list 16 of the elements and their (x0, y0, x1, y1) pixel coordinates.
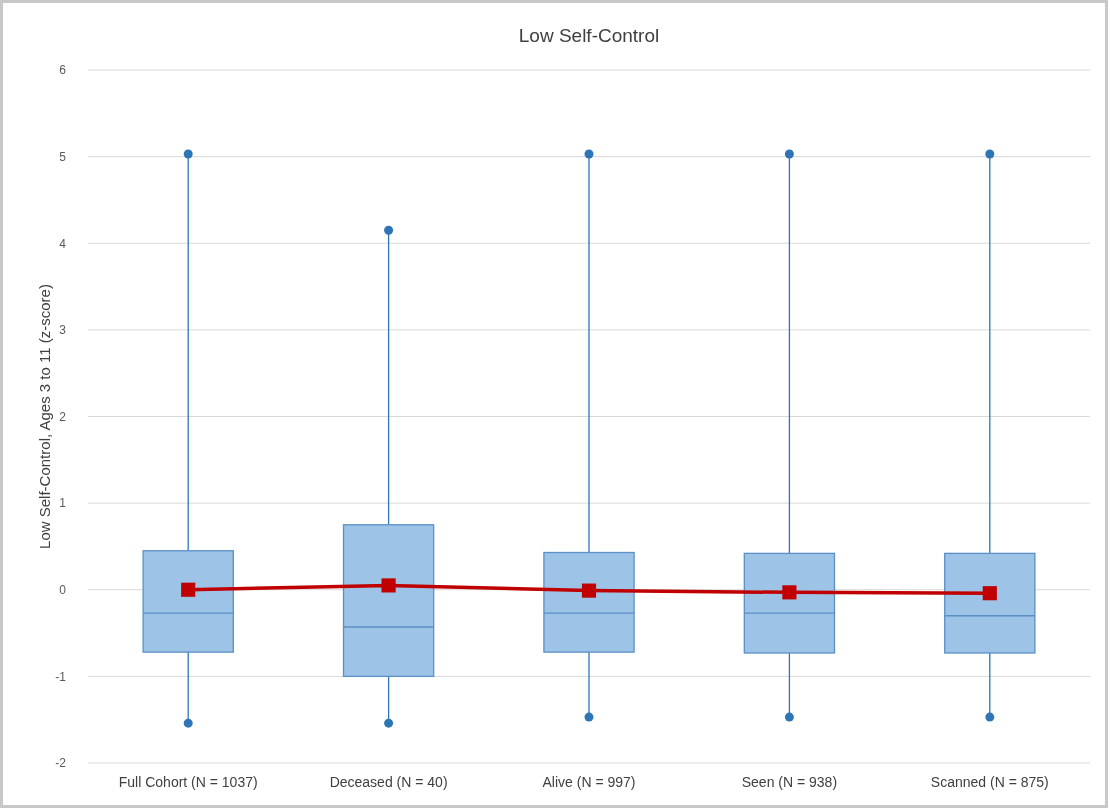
y-tick-label: -1 (55, 669, 67, 684)
y-tick-label: 4 (59, 236, 67, 251)
x-tick-label: Deceased (N = 40) (329, 773, 448, 790)
y-tick-label: 3 (59, 323, 67, 338)
x-tick-label: Full Cohort (N = 1037) (118, 773, 258, 790)
x-tick-label: Seen (N = 938) (741, 773, 838, 790)
chart-title: Low Self-Control (518, 25, 660, 46)
y-tick-label: 1 (59, 496, 67, 511)
y-tick-label: 2 (59, 409, 67, 424)
y-tick-label: 6 (59, 63, 67, 78)
y-tick-label: 0 (59, 583, 67, 598)
y-axis-title: Low Self-Control, Ages 3 to 11 (z-score) (36, 284, 53, 549)
y-tick-label: 5 (59, 149, 67, 164)
y-tick-label: -2 (55, 756, 67, 771)
x-tick-label: Alive (N = 997) (542, 773, 636, 790)
x-tick-label: Scanned (N = 875) (930, 773, 1049, 790)
